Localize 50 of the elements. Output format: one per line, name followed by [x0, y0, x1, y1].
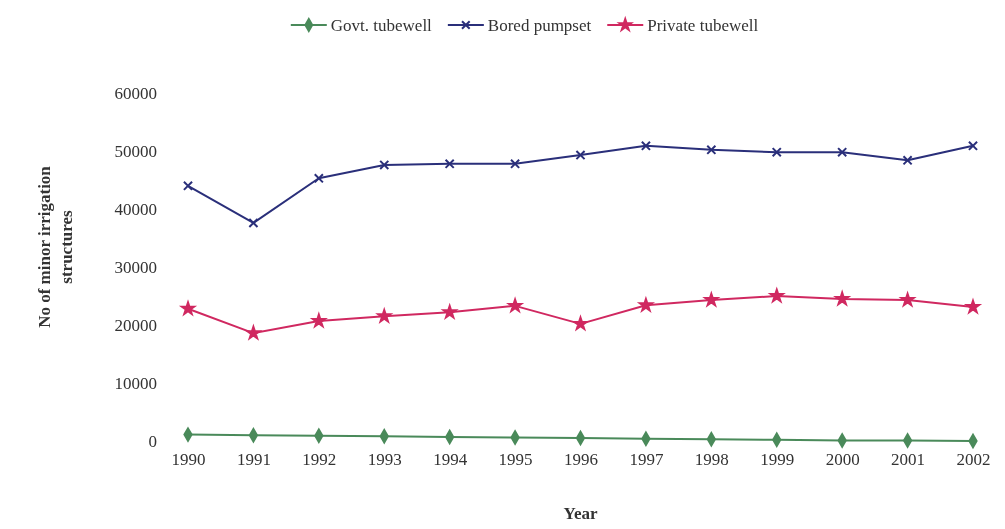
- point: [506, 296, 524, 314]
- point: [964, 297, 982, 315]
- x-axis-title: Year: [563, 504, 598, 523]
- point: [767, 286, 786, 304]
- point: [444, 158, 455, 169]
- point: [702, 290, 721, 308]
- point: [313, 173, 324, 184]
- point: [375, 307, 394, 324]
- x-tick-label: 2000: [825, 450, 860, 470]
- point: [706, 144, 717, 155]
- point: [310, 311, 328, 329]
- x-tick-label: 1992: [302, 450, 337, 470]
- point: [837, 147, 848, 158]
- point: [833, 289, 851, 307]
- x-tick-label: 1990: [171, 450, 206, 470]
- point: [182, 180, 194, 191]
- y-tick-label: 40000: [114, 199, 157, 219]
- point: [898, 290, 917, 308]
- x-tick-label: 1996: [564, 450, 598, 470]
- point: [244, 323, 263, 341]
- y-tick-label: 10000: [114, 373, 157, 393]
- x-tick-label: 1998: [694, 450, 729, 470]
- x-tick-label: 1999: [760, 450, 795, 470]
- point: [902, 433, 913, 448]
- point: [967, 140, 979, 151]
- point: [575, 149, 586, 161]
- x-tick-label: 1991: [236, 450, 271, 470]
- point: [248, 217, 259, 228]
- y-tick-label: 0: [148, 431, 157, 451]
- point: [640, 140, 651, 151]
- legend-label: Bored pumpset: [487, 15, 592, 35]
- x-tick-label: 2001: [891, 450, 926, 470]
- point: [379, 159, 390, 170]
- y-tick-label: 30000: [114, 257, 157, 277]
- x-tick-label: 1994: [433, 450, 468, 470]
- point: [510, 158, 521, 169]
- y-tick-label: 50000: [114, 141, 157, 161]
- point: [771, 147, 782, 158]
- point: [440, 303, 459, 320]
- x-tick-label: 2002: [956, 450, 991, 470]
- legend-label: Govt. tubewell: [330, 15, 433, 35]
- legend-label: Private tubewell: [647, 15, 759, 35]
- point: [902, 155, 913, 166]
- y-axis-title: No of minor irrigation structures: [35, 165, 76, 328]
- x-tick-label: 1995: [498, 450, 533, 470]
- point: [180, 301, 196, 315]
- x-tick-label: 1997: [629, 450, 664, 470]
- y-tick-label: 20000: [114, 315, 157, 335]
- x-tick-label: 1993: [367, 450, 402, 470]
- y-tick-label: 60000: [114, 83, 157, 103]
